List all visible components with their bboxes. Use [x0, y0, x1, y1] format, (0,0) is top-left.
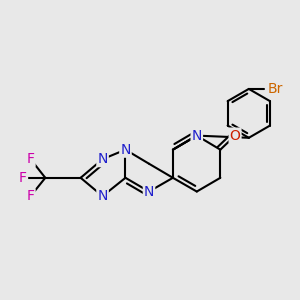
Text: N: N: [98, 189, 108, 203]
Text: Br: Br: [268, 82, 283, 96]
Text: N: N: [98, 152, 108, 166]
Text: N: N: [192, 129, 202, 142]
Text: N: N: [144, 184, 154, 199]
Text: F: F: [19, 171, 27, 185]
Text: F: F: [27, 152, 34, 166]
Text: O: O: [230, 129, 241, 142]
Text: N: N: [120, 143, 131, 157]
Text: F: F: [27, 189, 34, 203]
